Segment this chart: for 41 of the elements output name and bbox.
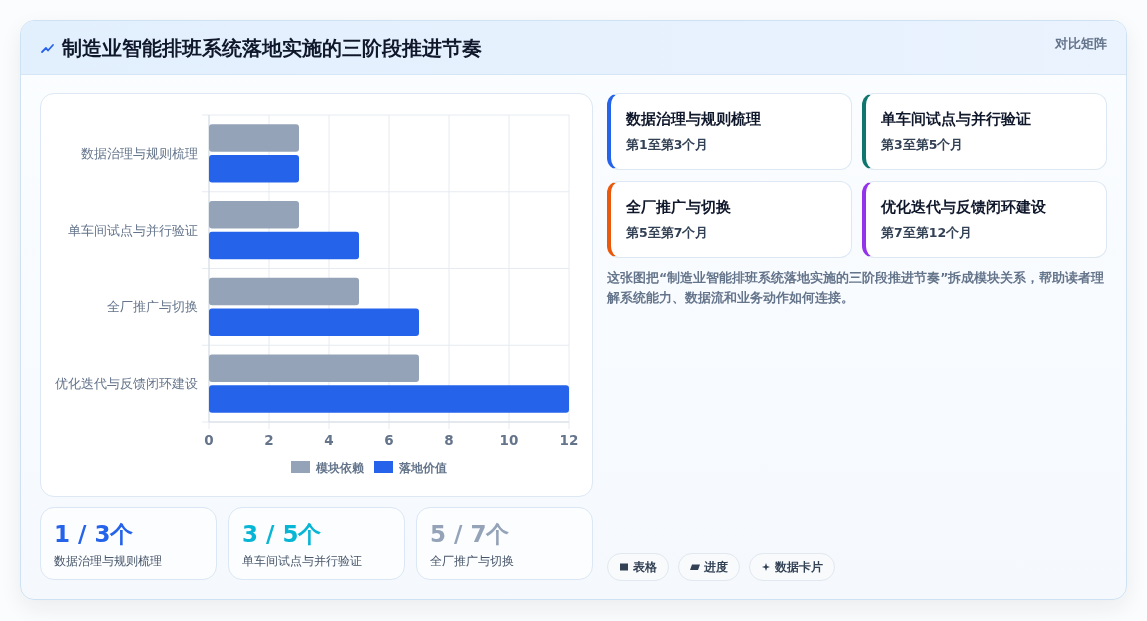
text: 表格 [633,559,657,575]
text: 3 / 5个 [242,520,322,549]
text: 全厂推广与切换 [626,197,731,217]
bar [209,231,359,260]
y-tick-label: 全厂推广与切换 [107,299,198,315]
text: 全厂推广与切换 [430,553,514,570]
bar [209,154,299,183]
text: 第7至第12个月 [881,224,973,242]
x-tick-label: 2 [264,432,274,448]
y-tick-label: 数据治理与规则梳理 [81,145,198,161]
text: 第1至第3个月 [626,136,709,154]
x-tick-label: 12 [559,432,579,448]
legend-label: 落地价值 [398,460,447,475]
text: 这张图把“制造业智能排班系统落地实施的三阶段推进节奏”拆成模块关系，帮助读者理解系统能力、数据流和业务动作如何连接。 [607,269,1106,307]
bar [209,277,359,306]
text: 进度 [704,559,728,575]
text: 数据治理与规则梳理 [626,109,761,129]
x-tick-label: 8 [444,432,454,448]
text: 第3至第5个月 [881,136,964,154]
text: 对比矩阵 [1055,35,1107,53]
bar [209,308,419,337]
bar [209,200,299,229]
chart-title: 制造业智能排班系统落地实施的三阶段推进节奏 [62,36,482,62]
text: 第5至第7个月 [626,224,709,242]
bar [209,124,299,152]
x-tick-label: 10 [499,432,519,448]
text: 数据卡片 [775,559,823,575]
bar [209,354,419,383]
text: 5 / 7个 [430,520,510,549]
text: 优化迭代与反馈闭环建设 [881,197,1046,217]
text: 单车间试点与并行验证 [242,553,362,570]
y-tick-label: 单车间试点与并行验证 [68,222,198,238]
text: 数据治理与规则梳理 [54,553,162,570]
bar [209,385,569,413]
legend-label: 模块依赖 [315,460,365,475]
text: 单车间试点与并行验证 [881,109,1031,129]
x-tick-label: 0 [204,432,214,448]
y-tick-label: 优化迭代与反馈闭环建设 [55,376,198,392]
x-tick-label: 4 [324,432,334,448]
text: 1 / 3个 [54,520,134,549]
x-tick-label: 6 [384,432,394,448]
